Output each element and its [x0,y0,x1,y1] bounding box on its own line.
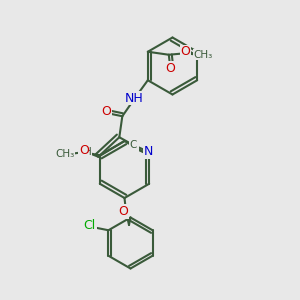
Text: CH₃: CH₃ [55,149,74,159]
Text: C: C [130,141,138,151]
Text: N: N [144,145,153,158]
Text: NH: NH [125,92,144,105]
Text: CH₃: CH₃ [194,50,213,60]
Text: O: O [118,205,128,218]
Text: O: O [165,62,175,75]
Text: Cl: Cl [84,219,96,232]
Text: C: C [130,140,137,150]
Text: H: H [84,147,92,157]
Text: O: O [101,105,111,118]
Text: O: O [79,144,89,157]
Text: O: O [180,45,190,58]
